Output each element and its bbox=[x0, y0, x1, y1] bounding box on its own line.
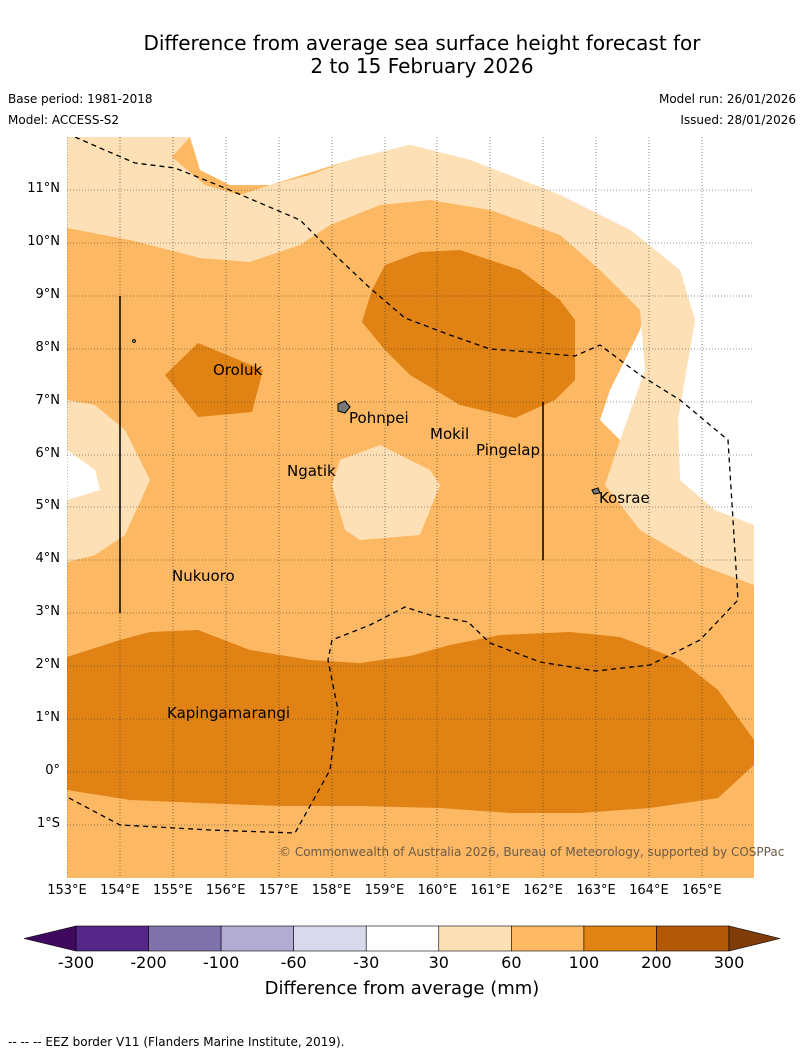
lat-tick-label: 0° bbox=[45, 762, 60, 778]
contour-field bbox=[67, 137, 754, 878]
place-ngatik: Ngatik bbox=[287, 462, 336, 480]
contour-30-60-top bbox=[67, 137, 754, 585]
lat-tick-label: 1°N bbox=[35, 710, 61, 725]
place-kosrae: Kosrae bbox=[599, 489, 650, 507]
place-pohnpei: Pohnpei bbox=[349, 409, 409, 427]
place-nukuoro: Nukuoro bbox=[172, 567, 235, 585]
lat-tick-label: 6°N bbox=[35, 445, 61, 461]
place-kapingamarangi: Kapingamarangi bbox=[167, 704, 291, 722]
contour-30-60-left bbox=[67, 400, 150, 562]
lon-tick-label: 158°E bbox=[311, 883, 352, 898]
kosrae-island bbox=[591, 487, 601, 495]
colorbar-segment bbox=[75, 925, 149, 952]
island-marker bbox=[132, 339, 136, 343]
lon-tick-label: 161°E bbox=[470, 883, 510, 898]
lon-tick-label: 160°E bbox=[417, 883, 458, 898]
gridlines bbox=[67, 137, 754, 878]
colorbar-segment bbox=[148, 925, 222, 952]
colorbar-title: Difference from average (mm) bbox=[264, 978, 540, 999]
lat-tick-label: 1°S bbox=[36, 815, 60, 831]
colorbar-tick-label: 100 bbox=[568, 953, 600, 972]
map-title: Difference from average sea surface heig… bbox=[0, 32, 804, 78]
title-line-2: 2 to 15 February 2026 bbox=[310, 54, 534, 78]
colorbar-tick-label: 30 bbox=[428, 953, 449, 972]
colorbar-tick-label: 200 bbox=[641, 953, 672, 972]
title-line-1: Difference from average sea surface heig… bbox=[143, 31, 701, 55]
colorbar-tick-label: -100 bbox=[202, 953, 240, 972]
lat-tick-label: 11°N bbox=[27, 181, 60, 196]
colorbar-segment bbox=[365, 925, 440, 952]
place-pingelap: Pingelap bbox=[476, 441, 541, 459]
eez-footnote: -- -- -- EEZ border V11 (Flanders Marine… bbox=[8, 1035, 345, 1049]
model-run: Model run: 26/01/2026 bbox=[658, 92, 796, 106]
lon-tick-label: 165°E bbox=[682, 883, 722, 898]
lon-tick-label: 162°E bbox=[523, 883, 563, 898]
colorbar-segment bbox=[511, 925, 585, 952]
lat-tick-label: 8°N bbox=[35, 339, 61, 355]
lat-tick-label: 9°N bbox=[35, 286, 61, 302]
contour-100-200-north bbox=[362, 250, 575, 418]
issued-date: Issued: 28/01/2026 bbox=[680, 113, 796, 127]
colorbar-tick-label: 300 bbox=[713, 953, 745, 972]
colorbar-tick-label: -60 bbox=[280, 953, 307, 972]
lat-tick-label: 7°N bbox=[35, 392, 61, 408]
lat-tick-label: 3°N bbox=[35, 604, 61, 620]
colorbar-segment bbox=[220, 925, 294, 952]
colorbar-tick-label: 60 bbox=[501, 953, 522, 972]
eez-border bbox=[67, 137, 739, 834]
colorbar-extend-high bbox=[728, 925, 781, 952]
colorbar-segment bbox=[583, 925, 657, 952]
lat-tick-label: 10°N bbox=[27, 233, 60, 249]
lat-tick-label: 4°N bbox=[35, 551, 61, 567]
colorbar-tick-label: -200 bbox=[130, 953, 167, 972]
copyright-notice: © Commonwealth of Australia 2026, Bureau… bbox=[279, 845, 785, 859]
contour-100-200-equator bbox=[67, 630, 754, 813]
lon-tick-label: 153°E bbox=[47, 883, 87, 898]
colorbar-segment bbox=[293, 925, 367, 952]
lon-tick-label: 156°E bbox=[205, 883, 246, 898]
lon-tick-label: 159°E bbox=[364, 883, 405, 898]
lon-tick-label: 164°E bbox=[629, 883, 669, 898]
colorbar-segment bbox=[438, 925, 512, 952]
contour-100-200-oroluk bbox=[165, 343, 263, 417]
place-mokil: Mokil bbox=[430, 425, 470, 443]
colorbar-extend-low bbox=[23, 925, 77, 952]
model-name: Model: ACCESS-S2 bbox=[8, 113, 120, 127]
colorbar-tick-label: -30 bbox=[353, 953, 380, 972]
colorbar-segment bbox=[656, 925, 730, 952]
base-period: Base period: 1981-2018 bbox=[8, 92, 153, 106]
pohnpei-island bbox=[337, 400, 351, 414]
lat-tick-label: 2°N bbox=[35, 657, 61, 673]
contour-neutral-left bbox=[67, 450, 100, 500]
lon-tick-label: 157°E bbox=[258, 883, 299, 898]
lon-tick-label: 154°E bbox=[100, 883, 140, 898]
lon-tick-label: 155°E bbox=[153, 883, 193, 898]
colorbar-tick-label: -300 bbox=[57, 953, 95, 972]
contour-30-60-center bbox=[332, 445, 440, 540]
lat-tick-label: 5°N bbox=[35, 498, 61, 514]
place-oroluk: Oroluk bbox=[213, 361, 263, 379]
lon-tick-label: 163°E bbox=[576, 883, 616, 898]
